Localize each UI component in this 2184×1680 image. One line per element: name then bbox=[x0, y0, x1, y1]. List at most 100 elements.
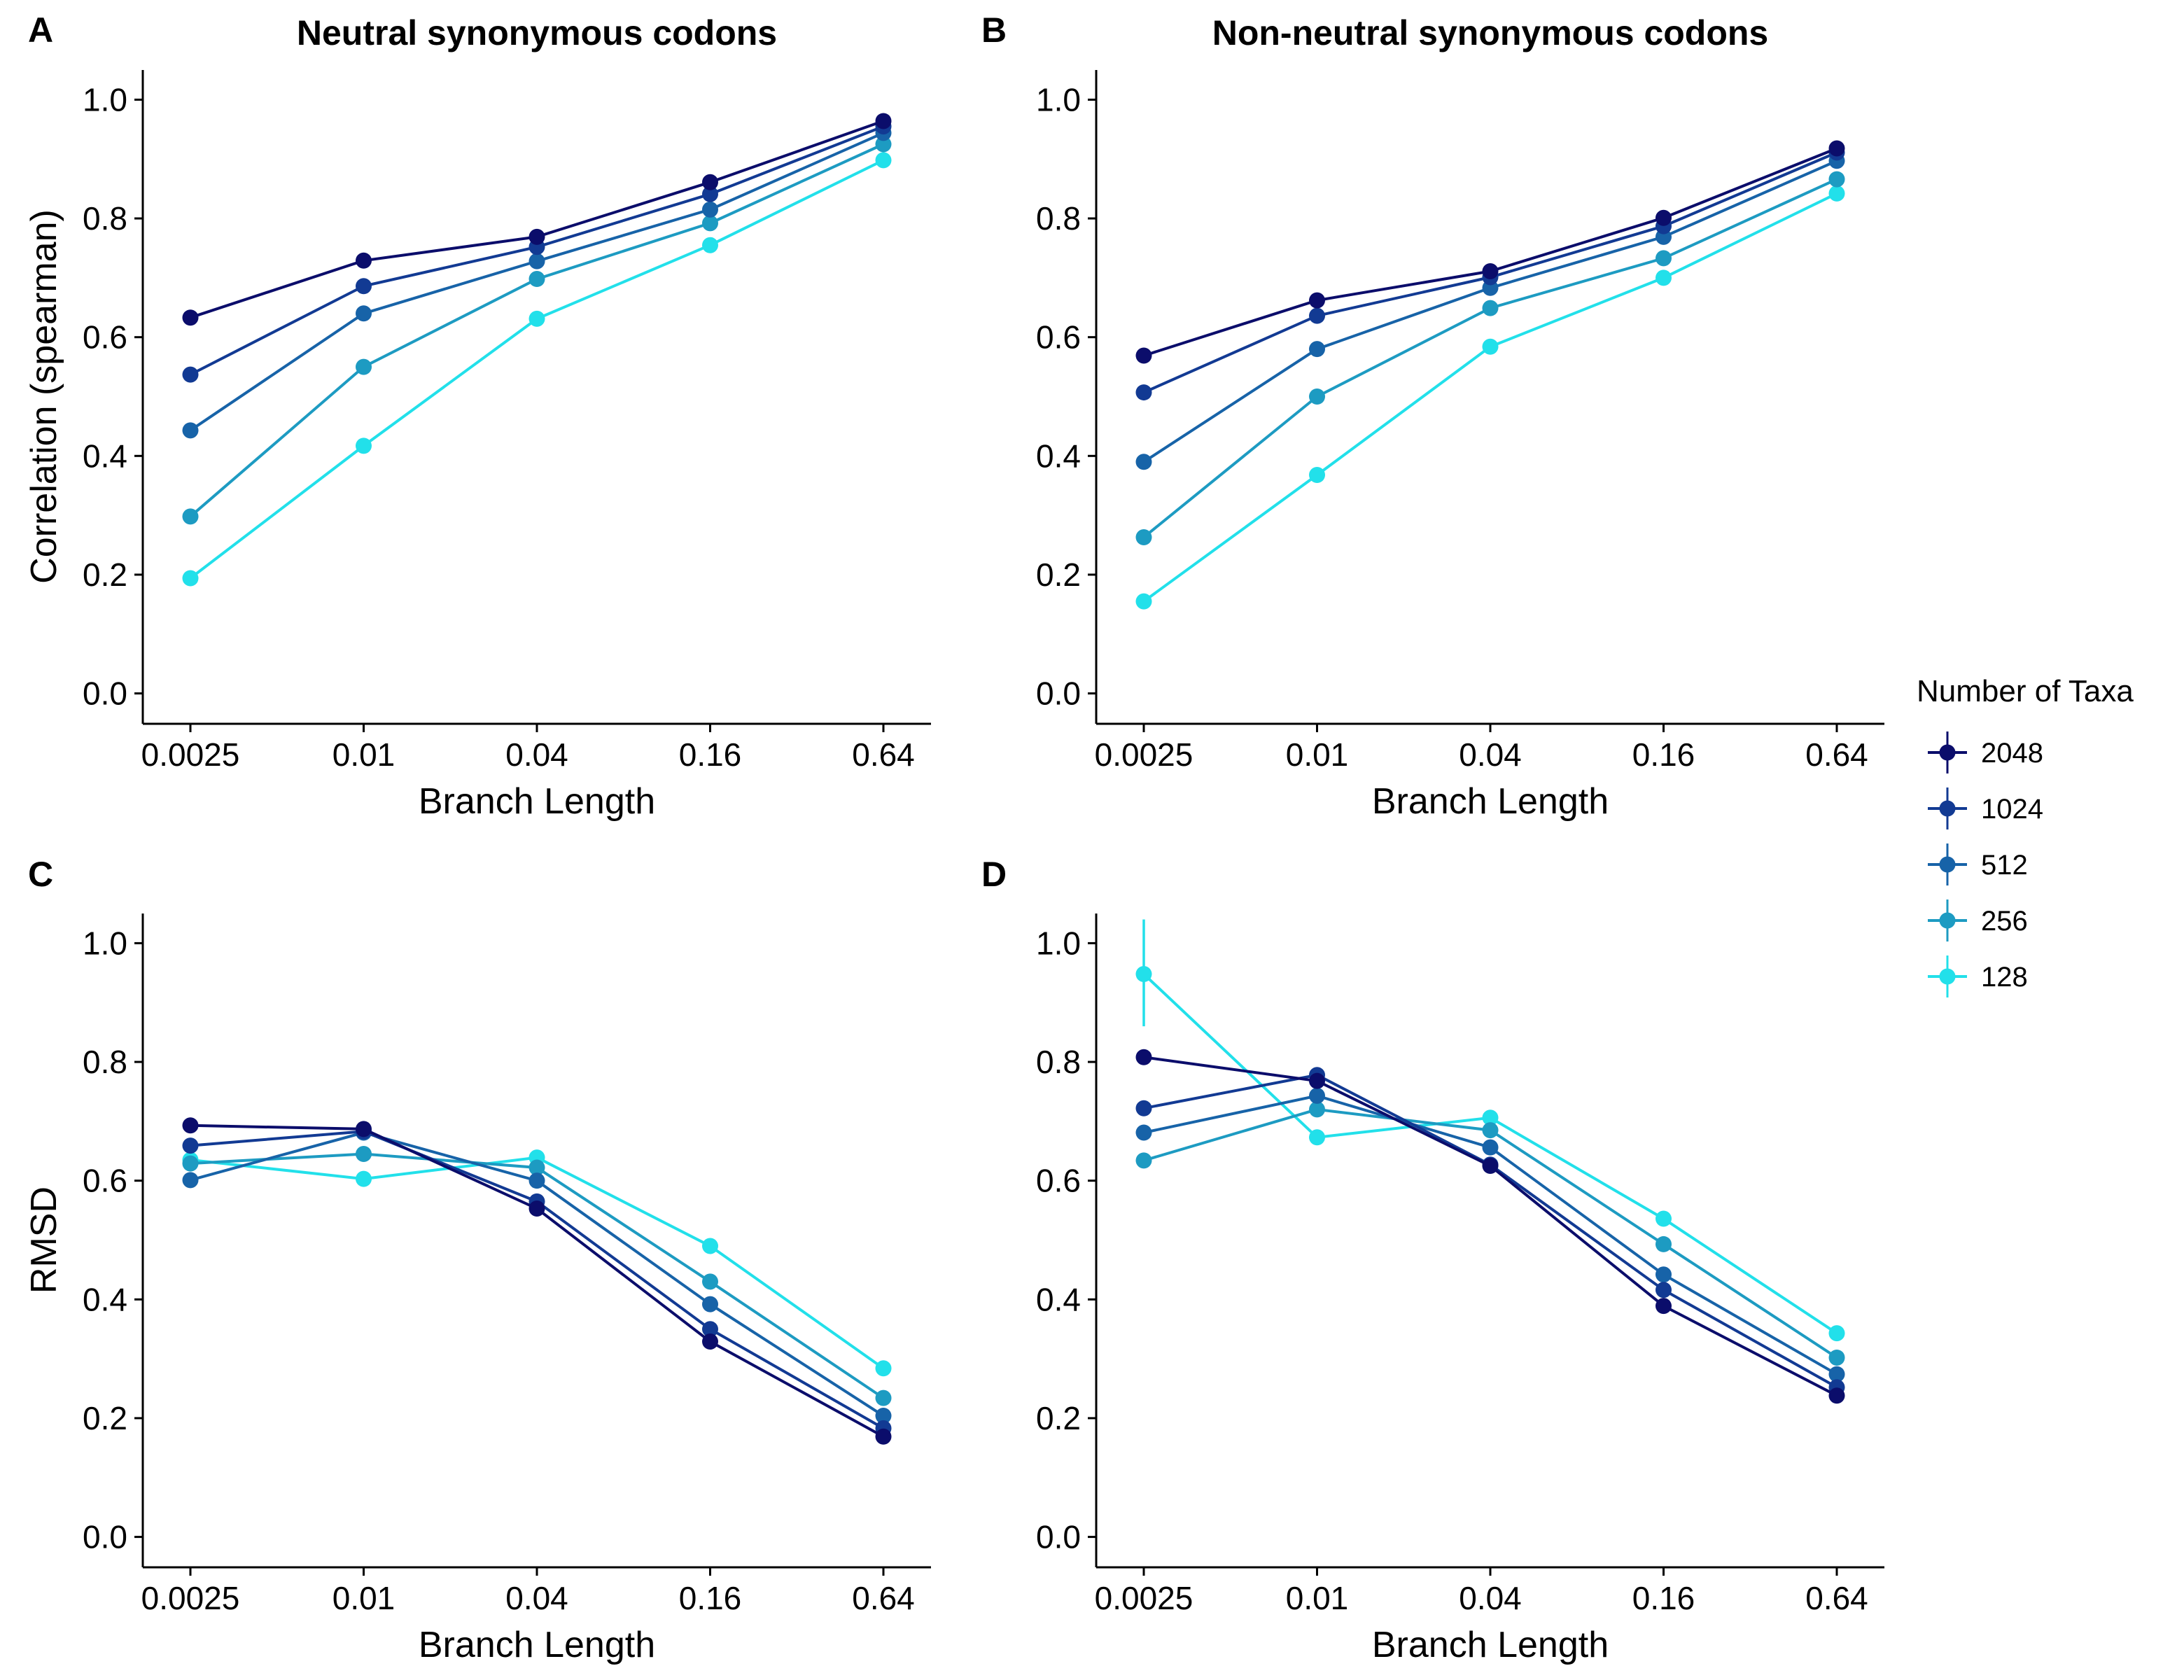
data-point bbox=[1135, 384, 1152, 401]
panel-a: A Neutral synonymous codons 0.0 0.2 0.4 0.6 0.… bbox=[24, 10, 931, 822]
series-256 bbox=[182, 136, 892, 525]
legend-key-point bbox=[1939, 800, 1956, 817]
series-256 bbox=[1135, 171, 1845, 546]
data-point bbox=[356, 1121, 372, 1138]
legend-label: 2048 bbox=[1981, 738, 2043, 769]
data-point bbox=[1656, 209, 1672, 226]
y-tick-label: 0.6 bbox=[83, 1163, 127, 1199]
x-tick-label: 0.16 bbox=[679, 1580, 742, 1616]
y-tick-label: 0.8 bbox=[1036, 200, 1081, 237]
x-tick-label: 0.64 bbox=[1805, 736, 1868, 773]
data-point bbox=[1828, 140, 1845, 157]
y-tick-label: 0.2 bbox=[1036, 1400, 1081, 1436]
data-point bbox=[356, 438, 372, 454]
data-point bbox=[1828, 1325, 1845, 1342]
x-tick-label: 0.16 bbox=[679, 736, 742, 773]
data-point bbox=[1828, 171, 1845, 188]
data-point bbox=[875, 1428, 892, 1445]
series-line bbox=[1143, 147, 1837, 357]
panel-letter: D bbox=[981, 855, 1007, 894]
x-tick-label: 0.64 bbox=[1805, 1580, 1868, 1616]
data-point bbox=[528, 1159, 545, 1176]
x-tick-label: 0.16 bbox=[1632, 1580, 1695, 1616]
x-axis-title: Branch Length bbox=[1372, 781, 1609, 822]
series-256 bbox=[182, 1146, 892, 1406]
x-tick-label: 0.04 bbox=[1459, 736, 1522, 773]
data-point bbox=[528, 1200, 545, 1217]
data-point bbox=[1309, 341, 1325, 358]
y-tick-label: 0.4 bbox=[83, 1281, 127, 1317]
data-point bbox=[1656, 1210, 1672, 1227]
data-point bbox=[1482, 1110, 1499, 1126]
data-point bbox=[1135, 593, 1152, 610]
panel-letter: B bbox=[981, 10, 1007, 50]
data-point bbox=[1135, 454, 1152, 470]
data-point bbox=[182, 1117, 199, 1134]
series-256 bbox=[1135, 1101, 1845, 1366]
data-point bbox=[356, 1170, 372, 1187]
x-tick-label: 0.64 bbox=[852, 1580, 915, 1616]
data-point bbox=[182, 366, 199, 383]
y-tick-label: 1.0 bbox=[83, 81, 127, 118]
x-tick-label: 0.01 bbox=[1286, 736, 1349, 773]
x-tick-label: 0.01 bbox=[1286, 1580, 1349, 1616]
data-point bbox=[182, 1155, 199, 1172]
data-point bbox=[356, 1146, 372, 1163]
panel-d: D 0.0 0.2 0.4 0.6 0.8 1.0 0.0025 0.01 0.04 0.16 0.6… bbox=[981, 855, 1884, 1665]
panel-c: C 0.0 0.2 0.4 0.6 0.8 1.0 0.0025 0.01 0.04 0.16 0.6… bbox=[24, 855, 931, 1665]
y-tick-label: 0.4 bbox=[83, 438, 127, 474]
series-line bbox=[1142, 178, 1837, 539]
y-tick-label: 0.4 bbox=[1036, 1281, 1081, 1317]
data-point bbox=[875, 136, 892, 153]
data-point bbox=[702, 1334, 718, 1350]
data-point bbox=[1135, 1152, 1152, 1169]
data-point bbox=[1828, 1366, 1845, 1382]
data-point bbox=[1482, 263, 1499, 280]
y-tick-label: 0.0 bbox=[1036, 1519, 1081, 1555]
data-point bbox=[1828, 1349, 1845, 1366]
data-point bbox=[702, 1296, 718, 1312]
y-axis-title: Correlation (spearman) bbox=[24, 209, 64, 584]
data-point bbox=[356, 358, 372, 375]
x-tick-label: 0.0025 bbox=[141, 1580, 240, 1616]
data-point bbox=[702, 215, 718, 232]
y-tick-label: 0.6 bbox=[1036, 1163, 1081, 1199]
series-2048 bbox=[182, 1117, 892, 1445]
data-point bbox=[1135, 966, 1152, 983]
series-128 bbox=[1135, 919, 1845, 1342]
x-tick-label: 0.0025 bbox=[141, 736, 240, 773]
series-line bbox=[189, 159, 884, 580]
data-point bbox=[1482, 338, 1499, 355]
data-point bbox=[1656, 1282, 1672, 1298]
y-tick-label: 1.0 bbox=[1036, 925, 1081, 961]
series-128 bbox=[182, 1149, 892, 1377]
data-point bbox=[528, 1172, 545, 1189]
data-point bbox=[702, 1238, 718, 1254]
series-128 bbox=[182, 152, 892, 587]
data-point bbox=[702, 174, 718, 190]
legend-entry-256: 256 bbox=[1928, 899, 2028, 941]
data-point bbox=[1135, 529, 1152, 546]
legend-label: 128 bbox=[1981, 962, 2028, 993]
data-point bbox=[1135, 1100, 1152, 1116]
series-line bbox=[190, 1156, 885, 1370]
legend-key-point bbox=[1939, 968, 1956, 985]
data-point bbox=[528, 228, 545, 245]
legend-entry-512: 512 bbox=[1928, 844, 2028, 886]
data-point bbox=[875, 152, 892, 169]
data-point bbox=[1309, 1101, 1325, 1118]
data-point bbox=[182, 1172, 199, 1189]
data-point bbox=[356, 305, 372, 322]
y-tick-label: 0.2 bbox=[83, 1400, 127, 1436]
data-point bbox=[1135, 347, 1152, 364]
data-point bbox=[1482, 1157, 1499, 1174]
data-point bbox=[875, 1390, 892, 1406]
panel-title: Neutral synonymous codons bbox=[297, 13, 777, 52]
y-tick-label: 1.0 bbox=[1036, 81, 1081, 118]
series-line bbox=[1142, 192, 1837, 603]
series-2048 bbox=[182, 113, 892, 326]
data-point bbox=[1656, 1236, 1672, 1252]
data-point bbox=[1828, 1387, 1845, 1404]
data-point bbox=[1309, 1087, 1325, 1104]
